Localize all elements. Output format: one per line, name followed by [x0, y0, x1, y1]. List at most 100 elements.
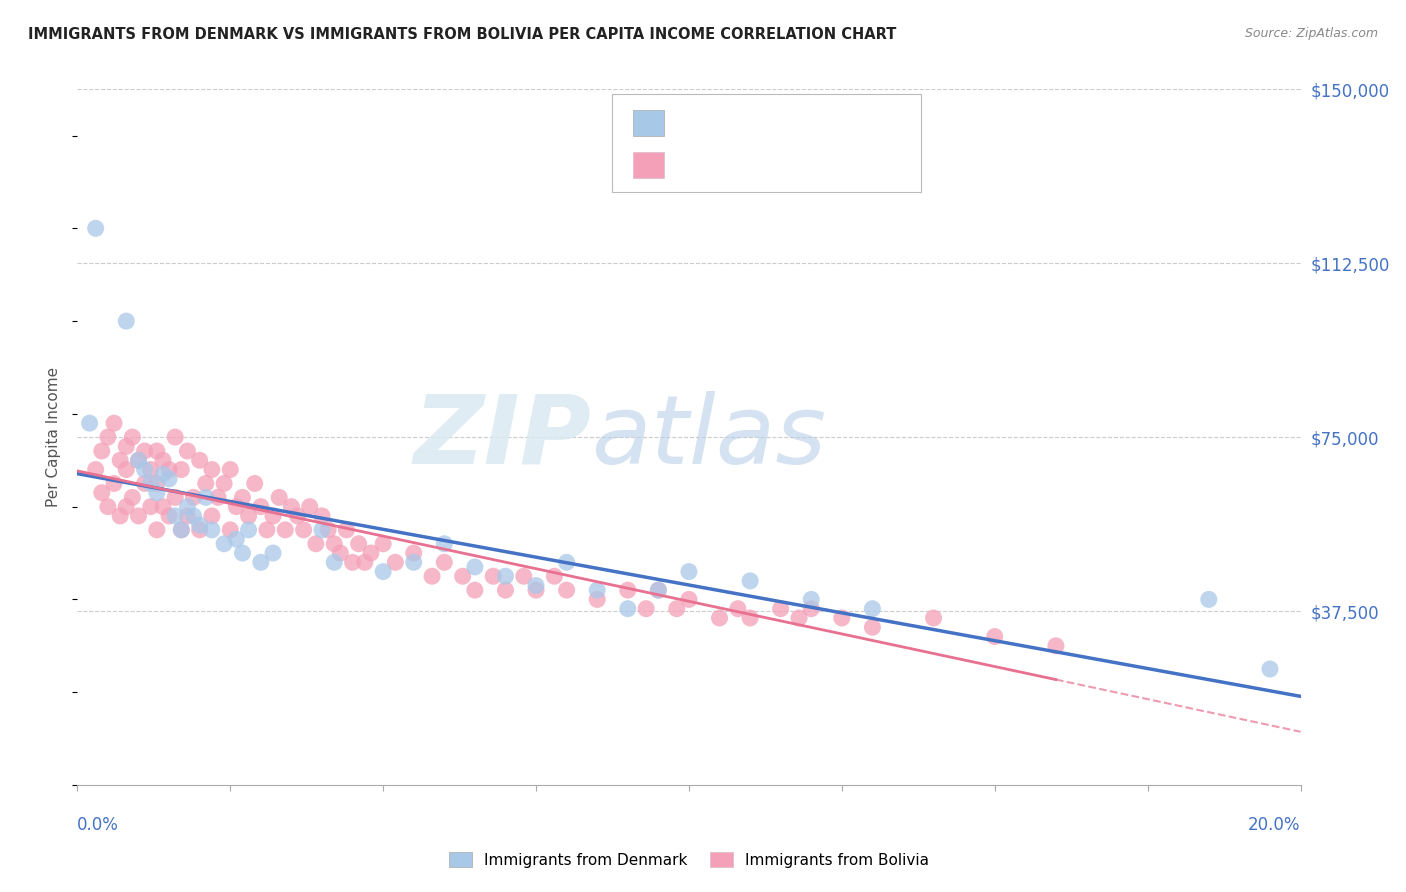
Text: N =: N = — [776, 116, 820, 130]
Point — [165, 491, 187, 505]
Point — [402, 546, 425, 560]
Point — [146, 476, 169, 491]
Point — [347, 537, 370, 551]
Point — [183, 491, 205, 505]
Point — [316, 523, 339, 537]
Text: 0.0%: 0.0% — [77, 816, 120, 834]
Point — [262, 546, 284, 560]
Point — [311, 508, 333, 523]
Point — [212, 537, 235, 551]
Point — [524, 583, 547, 598]
Point — [287, 508, 309, 523]
Point — [108, 453, 131, 467]
Text: -0.164: -0.164 — [714, 158, 769, 172]
Point — [103, 476, 125, 491]
Point — [121, 491, 143, 505]
Point — [152, 467, 174, 482]
Point — [170, 462, 193, 476]
Point — [238, 523, 260, 537]
Point — [617, 601, 640, 615]
Point — [115, 462, 138, 476]
Point — [274, 523, 297, 537]
Point — [678, 592, 700, 607]
Point — [464, 583, 486, 598]
Point — [495, 569, 517, 583]
Point — [194, 491, 217, 505]
Y-axis label: Per Capita Income: Per Capita Income — [46, 367, 62, 508]
Point — [183, 508, 205, 523]
Point — [157, 472, 180, 486]
Point — [194, 476, 217, 491]
Point — [384, 555, 406, 569]
Point — [451, 569, 474, 583]
Point — [97, 430, 120, 444]
Point — [433, 555, 456, 569]
Point — [108, 508, 131, 523]
Point — [800, 592, 823, 607]
Point — [464, 560, 486, 574]
Text: Source: ZipAtlas.com: Source: ZipAtlas.com — [1244, 27, 1378, 40]
Point — [1198, 592, 1220, 607]
Point — [238, 508, 260, 523]
Point — [146, 485, 169, 500]
Point — [152, 500, 174, 514]
Point — [90, 444, 112, 458]
Point — [433, 537, 456, 551]
Point — [269, 491, 291, 505]
Text: -0.274: -0.274 — [714, 116, 769, 130]
Point — [1045, 639, 1067, 653]
Point — [256, 523, 278, 537]
Text: R =: R = — [675, 158, 709, 172]
Point — [128, 508, 150, 523]
Point — [79, 416, 101, 430]
Point — [305, 537, 328, 551]
Point — [555, 583, 578, 598]
Point — [586, 583, 609, 598]
Point — [225, 532, 247, 546]
Point — [134, 476, 156, 491]
Point — [647, 583, 669, 598]
Point — [115, 314, 138, 328]
Point — [524, 578, 547, 592]
Point — [335, 523, 357, 537]
Point — [353, 555, 375, 569]
Text: atlas: atlas — [591, 391, 827, 483]
Point — [176, 444, 198, 458]
Point — [617, 583, 640, 598]
Text: R =: R = — [675, 116, 709, 130]
Point — [176, 508, 198, 523]
Point — [212, 476, 235, 491]
Point — [188, 523, 211, 537]
Point — [139, 476, 162, 491]
Text: ZIP: ZIP — [413, 391, 591, 483]
Point — [862, 620, 884, 634]
Point — [84, 462, 107, 476]
Point — [128, 453, 150, 467]
Point — [360, 546, 382, 560]
Point — [371, 537, 394, 551]
Point — [709, 611, 731, 625]
Point — [740, 611, 762, 625]
Point — [678, 565, 700, 579]
Point — [84, 221, 107, 235]
Text: IMMIGRANTS FROM DENMARK VS IMMIGRANTS FROM BOLIVIA PER CAPITA INCOME CORRELATION: IMMIGRANTS FROM DENMARK VS IMMIGRANTS FR… — [28, 27, 897, 42]
Point — [543, 569, 565, 583]
Point — [97, 500, 120, 514]
Point — [165, 430, 187, 444]
Point — [231, 546, 253, 560]
Point — [188, 518, 211, 533]
Point — [342, 555, 364, 569]
Point — [740, 574, 762, 588]
Point — [152, 453, 174, 467]
Point — [495, 583, 517, 598]
Point — [157, 462, 180, 476]
Point — [1258, 662, 1281, 676]
Point — [280, 500, 302, 514]
Point — [128, 453, 150, 467]
Point — [121, 430, 143, 444]
Point — [800, 601, 823, 615]
Text: 95: 95 — [823, 158, 844, 172]
Point — [984, 630, 1007, 644]
Point — [188, 453, 211, 467]
Point — [292, 523, 315, 537]
